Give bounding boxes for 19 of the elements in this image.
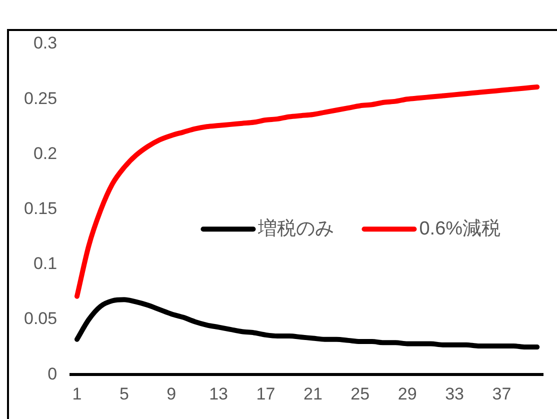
x-tick-label: 17	[256, 384, 276, 404]
y-tick-label: 0	[48, 364, 58, 384]
y-tick-label: 0.05	[24, 309, 58, 328]
x-tick-label: 25	[350, 384, 370, 404]
legend-label: 0.6%減税	[419, 218, 501, 240]
y-tick-label: 0.25	[24, 88, 58, 108]
y-tick-label: 0.15	[24, 198, 58, 218]
x-tick-label: 1	[72, 384, 82, 404]
y-tick-label: 0.1	[33, 254, 58, 274]
x-tick-label: 9	[166, 384, 176, 404]
x-tick-label: 5	[119, 384, 129, 404]
y-tick-label: 0.2	[33, 144, 58, 163]
y-tick-label: 0.3	[33, 34, 58, 53]
x-tick-label: 33	[445, 384, 464, 404]
x-tick-label: 37	[492, 384, 512, 404]
x-tick-label: 13	[209, 384, 228, 404]
legend-label: 増税のみ	[257, 217, 334, 240]
x-tick-label: 21	[303, 384, 322, 404]
x-tick-label: 29	[398, 384, 417, 404]
